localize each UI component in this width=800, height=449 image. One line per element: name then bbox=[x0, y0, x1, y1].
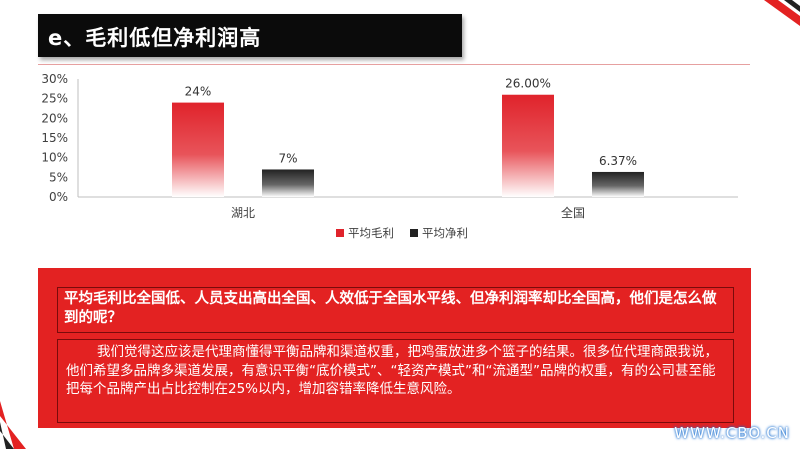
y-tick-label: 0% bbox=[49, 190, 68, 204]
bar bbox=[262, 169, 314, 197]
legend-label: 平均净利 bbox=[422, 226, 468, 240]
y-tick-label: 10% bbox=[41, 151, 68, 165]
y-tick-label: 5% bbox=[49, 170, 68, 184]
data-label: 7% bbox=[278, 151, 297, 165]
corner-stripe-bottom-left-red bbox=[0, 401, 26, 449]
corner-stripe-top-right-dark bbox=[784, 0, 800, 12]
bar bbox=[592, 171, 644, 197]
corner-stripe-bottom-left-dark bbox=[0, 422, 14, 449]
slide-title: e、毛利低但净利润高 bbox=[48, 26, 262, 50]
question-box: 平均毛利比全国低、人员支出高出全国、人效低于全国水平线、但净利润率却比全国高，他… bbox=[57, 287, 734, 333]
watermark-text: WWW.CBO.CN bbox=[674, 424, 790, 442]
legend-swatch bbox=[336, 229, 344, 237]
answer-box: 我们觉得这应该是代理商懂得平衡品牌和渠道权重，把鸡蛋放进多个篮子的结果。很多位代… bbox=[57, 339, 734, 423]
y-tick-label: 30% bbox=[41, 72, 68, 86]
chart-area: 0% 5% 10% 15% 20% 25% 30% 24% 7% 湖北 26.00% 6.37% 全国平… bbox=[38, 64, 750, 259]
legend-label: 平均毛利 bbox=[348, 226, 394, 240]
title-bar: e、毛利低但净利润高 bbox=[38, 14, 462, 57]
answer-text: 我们觉得这应该是代理商懂得平衡品牌和渠道权重，把鸡蛋放进多个篮子的结果。很多位代… bbox=[66, 344, 719, 397]
data-label: 6.37% bbox=[599, 154, 637, 168]
bar bbox=[502, 94, 554, 197]
corner-stripe-top-right-red bbox=[764, 0, 800, 26]
x-tick-label: 全国 bbox=[561, 205, 585, 220]
y-tick-label: 20% bbox=[41, 111, 68, 125]
bar-chart: 0% 5% 10% 15% 20% 25% 30% 24% 7% 湖北 26.00% 6.37% 全国平… bbox=[41, 72, 738, 240]
y-tick-label: 15% bbox=[41, 131, 68, 145]
data-label: 26.00% bbox=[505, 77, 551, 91]
legend-swatch bbox=[410, 229, 418, 237]
x-tick-label: 湖北 bbox=[231, 205, 255, 220]
question-text: 平均毛利比全国低、人员支出高出全国、人效低于全国水平线、但净利润率却比全国高，他… bbox=[64, 291, 717, 326]
y-tick-label: 25% bbox=[41, 92, 68, 106]
bar bbox=[172, 102, 224, 197]
data-label: 24% bbox=[185, 85, 212, 99]
